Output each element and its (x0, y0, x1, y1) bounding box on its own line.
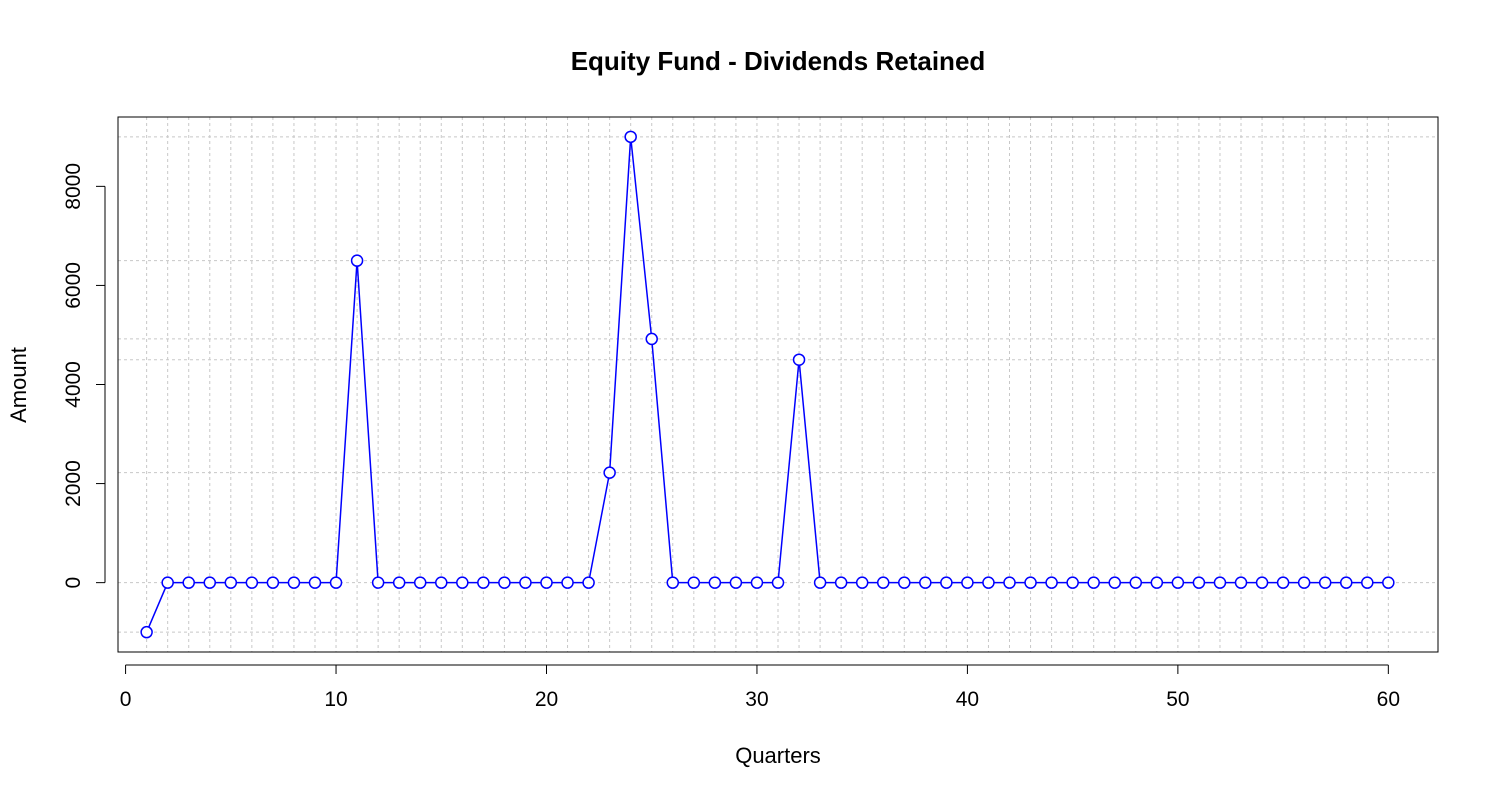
data-point (582, 576, 595, 589)
data-point (203, 576, 217, 589)
data-point (940, 576, 953, 589)
data-point (982, 576, 995, 589)
series-line (145, 136, 1389, 633)
data-point (161, 576, 174, 589)
data-point (1129, 576, 1143, 589)
x-tick-label: 40 (956, 688, 979, 711)
data-point (519, 576, 532, 589)
data-point (961, 576, 974, 589)
data-point (1339, 576, 1353, 589)
data-point (287, 576, 301, 589)
data-point (813, 576, 827, 589)
data-point (456, 576, 469, 589)
data-point (329, 576, 343, 589)
data-point (435, 576, 448, 589)
data-point (834, 576, 848, 589)
data-point (708, 576, 722, 589)
grid (118, 117, 1438, 652)
data-point (140, 625, 153, 639)
chart-title: Equity Fund - Dividends Retained (571, 46, 986, 76)
y-axis: 0 2000 4000 6000 8000 (62, 163, 106, 589)
data-point (624, 130, 637, 144)
data-point (413, 576, 427, 589)
x-axis: 0 10 20 30 40 50 60 (120, 664, 1400, 711)
data-point (603, 466, 616, 479)
data-point (1234, 576, 1248, 589)
data-point (1255, 576, 1269, 589)
data-point (1150, 576, 1164, 589)
x-axis-label: Quarters (735, 743, 821, 768)
data-point (477, 576, 490, 589)
data-point (1066, 576, 1079, 589)
y-axis-label: Amount (6, 347, 31, 423)
x-tick-label: 30 (745, 688, 768, 711)
data-point (729, 576, 743, 589)
y-tick-label: 4000 (62, 361, 85, 408)
data-point (1003, 576, 1016, 589)
data-point (1024, 576, 1037, 589)
data-point (182, 576, 195, 589)
data-point (245, 576, 259, 589)
data-point (666, 576, 680, 589)
data-point (1087, 576, 1100, 589)
data-point (371, 576, 385, 589)
x-tick-label: 60 (1377, 688, 1400, 711)
data-point (750, 576, 764, 589)
y-tick-label: 0 (62, 577, 85, 589)
data-point (687, 576, 701, 589)
data-point (498, 576, 511, 589)
data-point (540, 576, 553, 589)
data-point (1045, 576, 1058, 589)
series (140, 130, 1395, 639)
y-tick-label: 2000 (62, 460, 85, 507)
y-tick-label: 6000 (62, 262, 85, 309)
data-point (392, 576, 406, 589)
x-tick-label: 0 (120, 688, 132, 711)
data-point (1108, 576, 1121, 589)
data-point (645, 332, 658, 346)
data-point (561, 576, 574, 589)
x-tick-label: 50 (1166, 688, 1189, 711)
data-point (1361, 576, 1374, 589)
data-point (266, 576, 280, 589)
data-point (792, 353, 806, 366)
data-point (1171, 576, 1185, 589)
data-point (224, 576, 238, 589)
data-point (771, 576, 785, 589)
data-point (350, 254, 364, 267)
data-point (1382, 576, 1395, 589)
data-point (1276, 576, 1290, 589)
data-point (1192, 576, 1206, 589)
plot-frame (117, 116, 1439, 653)
data-point (919, 576, 932, 589)
data-point (1318, 576, 1332, 589)
x-tick-label: 10 (324, 688, 347, 711)
data-point (308, 576, 322, 589)
y-tick-label: 8000 (62, 163, 85, 210)
data-point (1213, 576, 1227, 589)
data-point (855, 576, 869, 589)
data-point (876, 576, 890, 589)
data-point (898, 576, 911, 589)
x-tick-label: 20 (535, 688, 558, 711)
data-point (1297, 576, 1311, 589)
